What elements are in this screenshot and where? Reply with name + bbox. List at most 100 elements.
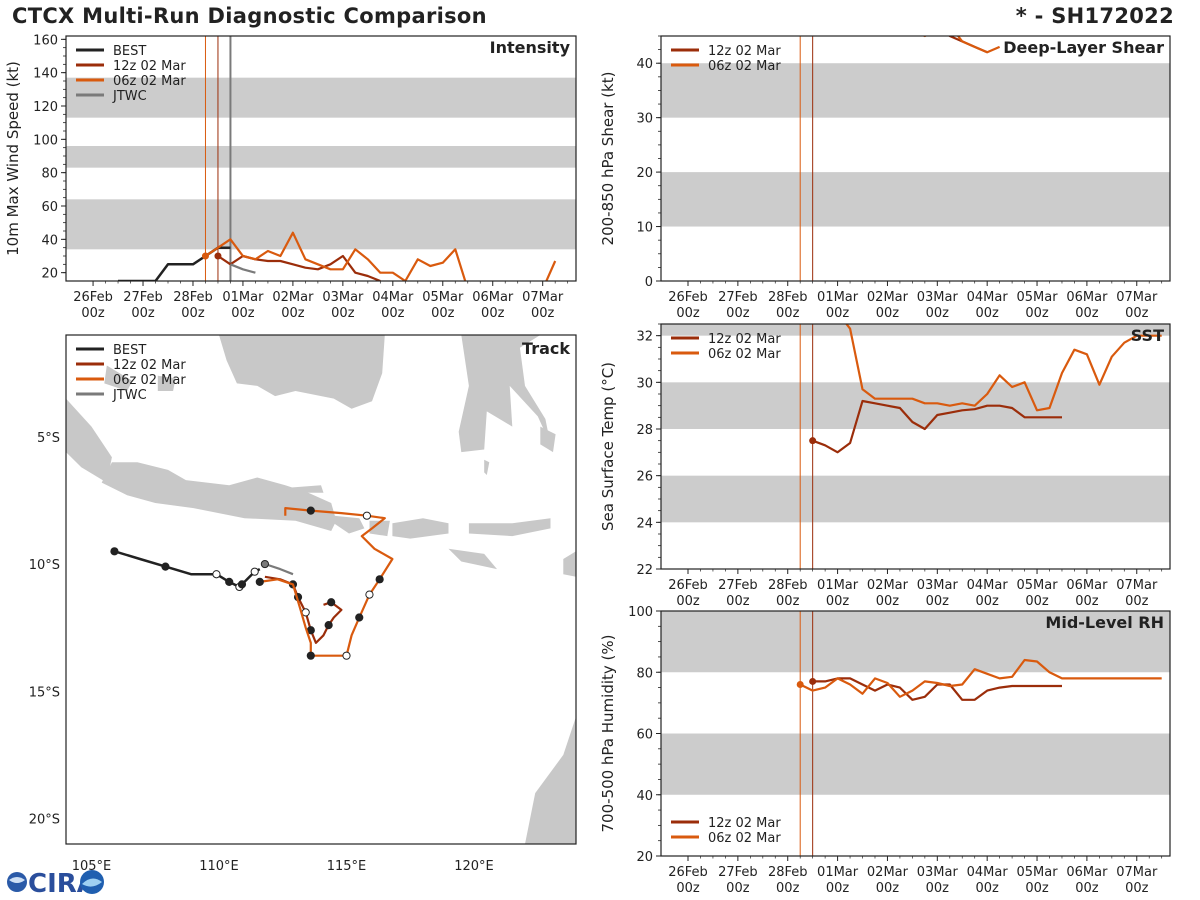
rh-panel: 2040608010026Feb00z27Feb00z28Feb00z01Mar… [599, 605, 1171, 896]
x-tick-day: 03Mar [322, 290, 364, 305]
y-axis-label: Sea Surface Temp (°C) [599, 362, 617, 531]
x-tick-day: 07Mar [522, 290, 564, 305]
x-tick-hour: 00z [826, 881, 850, 896]
track-point [375, 575, 384, 584]
land-polygon [333, 515, 365, 534]
land-polygon [525, 716, 576, 844]
x-tick-hour: 00z [826, 306, 850, 321]
track-point [250, 567, 259, 576]
x-tick-hour: 00z [726, 594, 750, 609]
intensity-band [66, 199, 576, 250]
intensity-band [661, 475, 1170, 523]
x-tick-hour: 00z [926, 306, 950, 321]
land-polygon [66, 398, 112, 483]
track-point [161, 562, 170, 571]
x-tick-day: 02Mar [272, 290, 314, 305]
lat-label: 10°S [29, 558, 60, 573]
x-tick-day: 28Feb [768, 578, 808, 593]
legend-label: JTWC [112, 388, 147, 403]
init-marker [214, 252, 222, 260]
x-tick-day: 27Feb [718, 865, 758, 880]
axes-frame [660, 323, 1171, 570]
lon-label: 110°E [199, 859, 239, 874]
legend-label: BEST [113, 343, 146, 358]
axes-frame [65, 35, 577, 282]
x-tick-day: 03Mar [917, 290, 959, 305]
track-point [306, 506, 315, 515]
x-tick-day: 01Mar [817, 865, 859, 880]
x-tick-day: 02Mar [867, 290, 909, 305]
x-tick-day: 04Mar [967, 290, 1009, 305]
land-polygon [157, 375, 176, 391]
lat-label: 5°S [37, 431, 60, 446]
intensity-band [661, 611, 1170, 673]
x-tick-day: 04Mar [967, 865, 1009, 880]
y-tick-label: 26 [636, 470, 653, 485]
lon-label: 115°E [327, 859, 367, 874]
legend-label: 12z 02 Mar [708, 44, 781, 59]
track-point [355, 613, 364, 622]
intensity-band [66, 146, 576, 168]
x-tick-hour: 00z [726, 306, 750, 321]
intensity-band [66, 77, 576, 118]
track-point [324, 621, 333, 630]
x-tick-hour: 00z [676, 881, 700, 896]
x-tick-hour: 00z [876, 306, 900, 321]
series-line-06z-02-mar [799, 658, 1162, 698]
init-marker [809, 677, 817, 685]
land-polygon [448, 548, 497, 570]
y-tick-label: 120 [33, 100, 58, 115]
y-tick-label: 20 [636, 166, 653, 181]
x-tick-day: 28Feb [768, 865, 808, 880]
sst-panel: 22242628303226Feb00z27Feb00z28Feb00z01Ma… [599, 323, 1171, 609]
legend-label: 12z 02 Mar [113, 358, 186, 373]
panel-title: Intensity [490, 38, 571, 57]
series-line-best [118, 246, 231, 281]
init-marker [809, 437, 817, 445]
panel-title: Track [522, 339, 570, 358]
track-point [362, 511, 371, 520]
land-polygon [540, 426, 556, 453]
track-point [225, 577, 234, 586]
series-line-06z-02-mar [922, 36, 1001, 54]
legend-label: 06z 02 Mar [708, 59, 781, 74]
y-axis-label: 700-500 hPa Humidity (%) [599, 634, 617, 832]
x-tick-day: 03Mar [917, 578, 959, 593]
x-tick-day: 26Feb [668, 865, 708, 880]
lat-label: 15°S [29, 685, 60, 700]
y-tick-label: 30 [636, 112, 653, 127]
x-tick-day: 07Mar [1116, 290, 1158, 305]
x-tick-day: 05Mar [1016, 865, 1058, 880]
y-axis-label: 200-850 hPa Shear (kt) [599, 72, 617, 246]
y-tick-label: 22 [636, 563, 653, 578]
x-tick-day: 06Mar [1066, 865, 1108, 880]
legend-label: JTWC [112, 89, 147, 104]
x-tick-day: 04Mar [372, 290, 414, 305]
land-polygon [287, 485, 324, 493]
shear-panel: 01020304026Feb00z27Feb00z28Feb00z01Mar00… [599, 35, 1171, 321]
track-point [365, 590, 374, 599]
x-tick-day: 28Feb [768, 290, 808, 305]
track-panel: 105°E 110°E 115°E 120°E 5°S 10°S 15°S 20°S Track… [29, 334, 577, 874]
lat-label: 20°S [29, 813, 60, 828]
x-tick-day: 06Mar [1066, 290, 1108, 305]
init-marker [201, 252, 209, 260]
y-tick-label: 30 [636, 376, 653, 391]
x-tick-hour: 00z [776, 881, 800, 896]
lon-label: 120°E [454, 859, 494, 874]
land-polygon [468, 518, 551, 537]
x-tick-day: 26Feb [668, 290, 708, 305]
x-tick-day: 01Mar [222, 290, 264, 305]
x-tick-hour: 00z [926, 594, 950, 609]
track-point [342, 651, 351, 660]
storm-id: * - SH172022 [1015, 4, 1174, 28]
x-tick-hour: 00z [1025, 881, 1049, 896]
x-tick-hour: 00z [926, 881, 950, 896]
y-tick-label: 100 [628, 605, 653, 620]
legend-label: 06z 02 Mar [113, 74, 186, 89]
x-tick-hour: 00z [1125, 594, 1149, 609]
y-tick-label: 24 [636, 516, 653, 531]
y-tick-label: 160 [33, 33, 58, 48]
x-tick-hour: 00z [776, 594, 800, 609]
